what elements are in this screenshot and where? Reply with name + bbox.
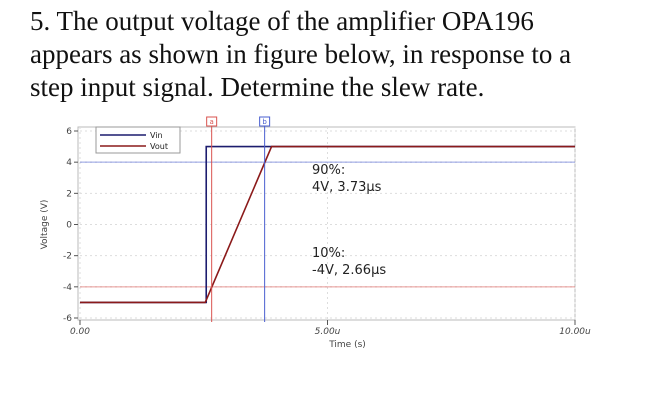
x-tick-label: 10.00u xyxy=(559,327,591,337)
legend-label: Vin xyxy=(150,131,163,140)
annotation: 90%: xyxy=(312,163,345,178)
cursor-marker xyxy=(259,116,271,127)
plot-area xyxy=(77,126,576,321)
x-tick-label: 0.00 xyxy=(70,327,90,337)
legend-box xyxy=(95,126,181,154)
series-line xyxy=(80,145,575,304)
question-line: appears as shown in figure below, in res… xyxy=(30,39,571,69)
x-axis-label: Time (s) xyxy=(328,340,366,350)
y-tick-label: -4 xyxy=(63,283,72,293)
y-tick-label: -2 xyxy=(63,252,72,262)
cursor-label: a xyxy=(210,118,214,126)
y-axis-label: Voltage (V) xyxy=(40,200,50,250)
y-tick-label: -6 xyxy=(63,314,72,324)
y-tick-label: 2 xyxy=(66,189,72,199)
question-line: 5. The output voltage of the amplifier O… xyxy=(30,6,534,36)
annotation: -4V, 2.66µs xyxy=(312,263,386,278)
legend-label: Vout xyxy=(150,142,168,151)
question-line: step input signal. Determine the slew ra… xyxy=(30,72,484,102)
annotation: 4V, 3.73µs xyxy=(312,180,382,195)
cursor-marker xyxy=(206,116,218,127)
y-tick-label: 0 xyxy=(66,221,72,231)
annotation: 10%: xyxy=(312,246,345,261)
y-tick-label: 6 xyxy=(66,127,72,137)
cursor-label: b xyxy=(262,118,267,126)
y-tick-label: 4 xyxy=(66,158,72,168)
x-tick-label: 5.00u xyxy=(315,327,341,337)
